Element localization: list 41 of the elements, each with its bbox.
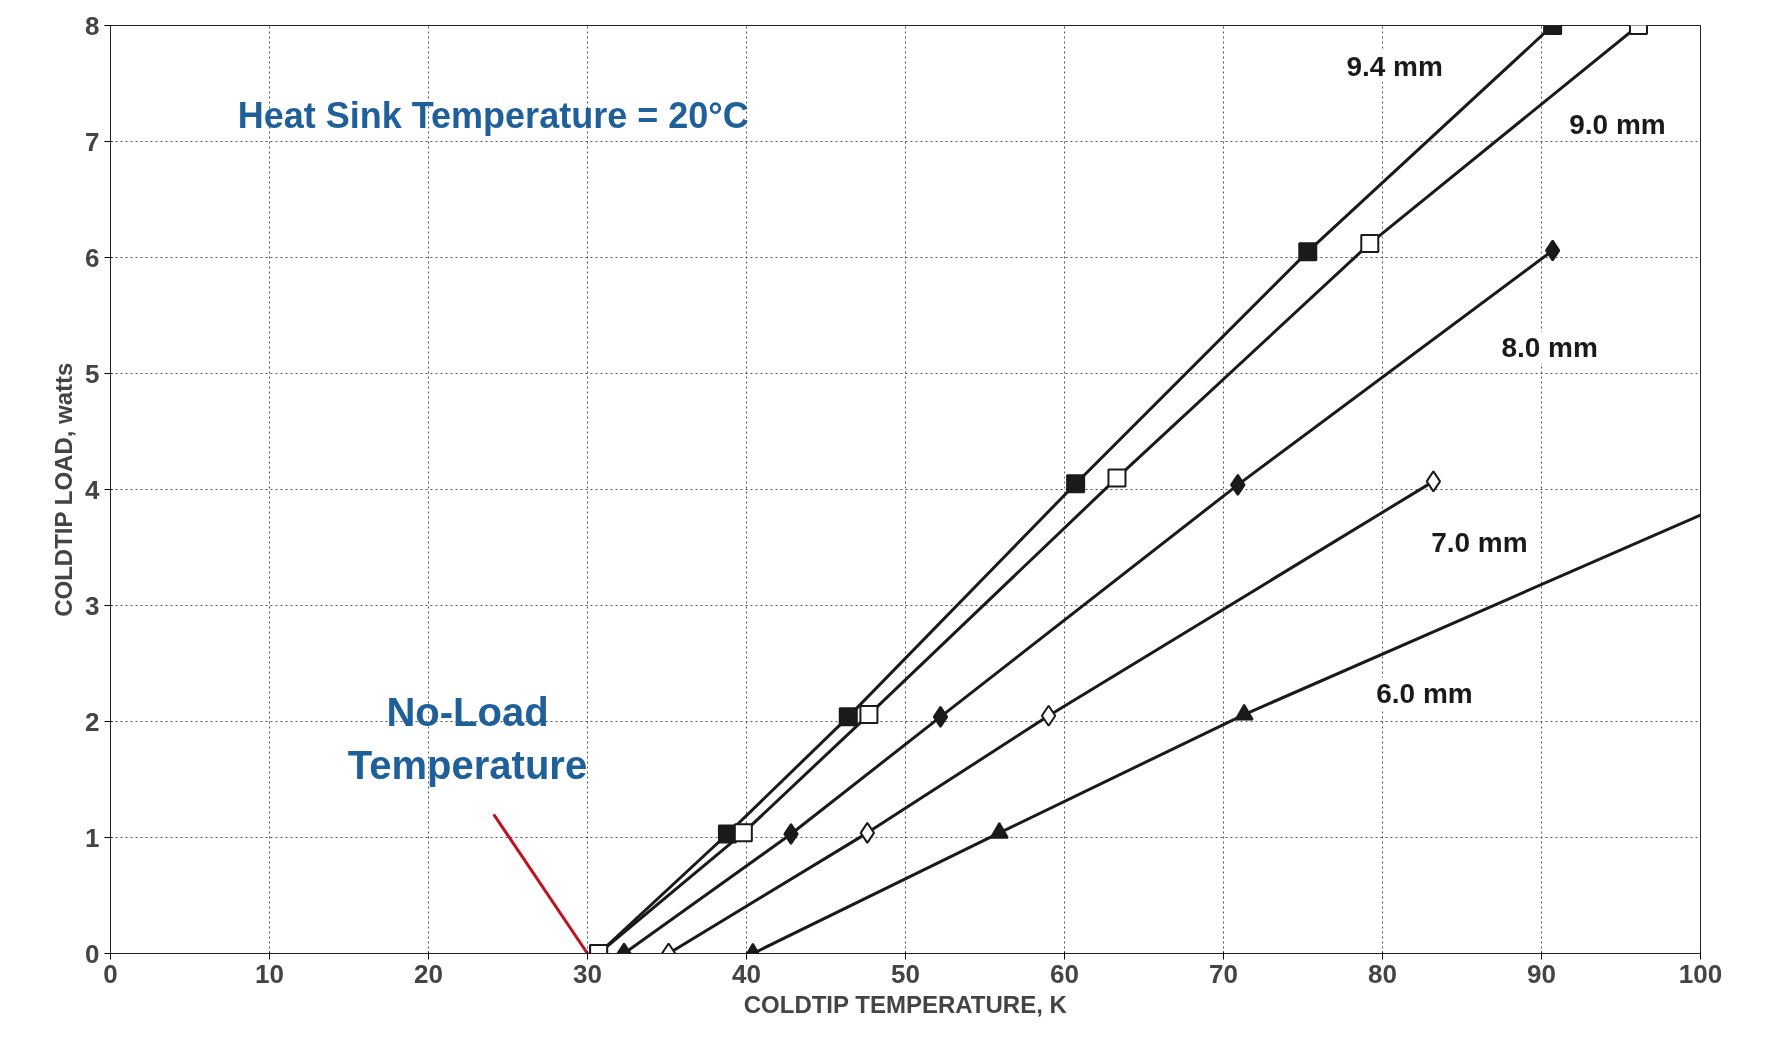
point — [989, 822, 1009, 839]
point — [859, 821, 876, 844]
point — [733, 823, 753, 843]
x-tick-label: 40 — [732, 958, 761, 989]
y-tick-label: 1 — [85, 822, 100, 853]
point — [1298, 242, 1318, 262]
series-label: 7.0 mm — [1431, 526, 1528, 558]
x-tick-label: 80 — [1368, 958, 1397, 989]
series-label: 9.4 mm — [1346, 51, 1443, 82]
x-tick-label: 10 — [255, 958, 284, 989]
y-tick-label: 4 — [85, 474, 101, 505]
series-label: 6.0 mm — [1376, 677, 1473, 709]
x-tick-label: 60 — [1050, 958, 1079, 989]
point — [1066, 474, 1086, 494]
point — [1360, 234, 1380, 254]
x-tick-label: 30 — [573, 958, 602, 989]
x-tick-label: 90 — [1527, 958, 1556, 989]
point — [1107, 468, 1127, 488]
y-tick-label: 6 — [85, 242, 100, 273]
y-axis-title: COLDTIP LOAD, watts — [50, 362, 78, 617]
point — [1425, 470, 1442, 493]
y-tick-label: 2 — [85, 706, 100, 737]
x-tick-label: 50 — [891, 958, 920, 989]
point — [859, 705, 879, 725]
annotation: No-Load Temperature — [347, 690, 588, 787]
y-tick-label: 8 — [85, 10, 100, 41]
x-tick-label: 70 — [1209, 958, 1238, 989]
x-tick-label: 20 — [414, 958, 443, 989]
series-label: 9.0 mm — [1569, 109, 1666, 140]
point — [932, 705, 949, 728]
y-tick-label: 3 — [85, 590, 100, 621]
x-axis-title: COLDTIP TEMPERATURE, K — [743, 990, 1068, 1018]
y-tick-label: 7 — [85, 126, 100, 157]
series-label: 8.0 mm — [1501, 332, 1598, 364]
y-tick-label: 0 — [85, 938, 100, 969]
point — [1040, 704, 1057, 727]
y-tick-label: 5 — [85, 358, 100, 389]
point — [1544, 239, 1561, 262]
annotation: Heat Sink Temperature = 20°C — [237, 94, 749, 136]
x-tick-label: 100 — [1678, 958, 1723, 989]
point — [838, 707, 858, 727]
